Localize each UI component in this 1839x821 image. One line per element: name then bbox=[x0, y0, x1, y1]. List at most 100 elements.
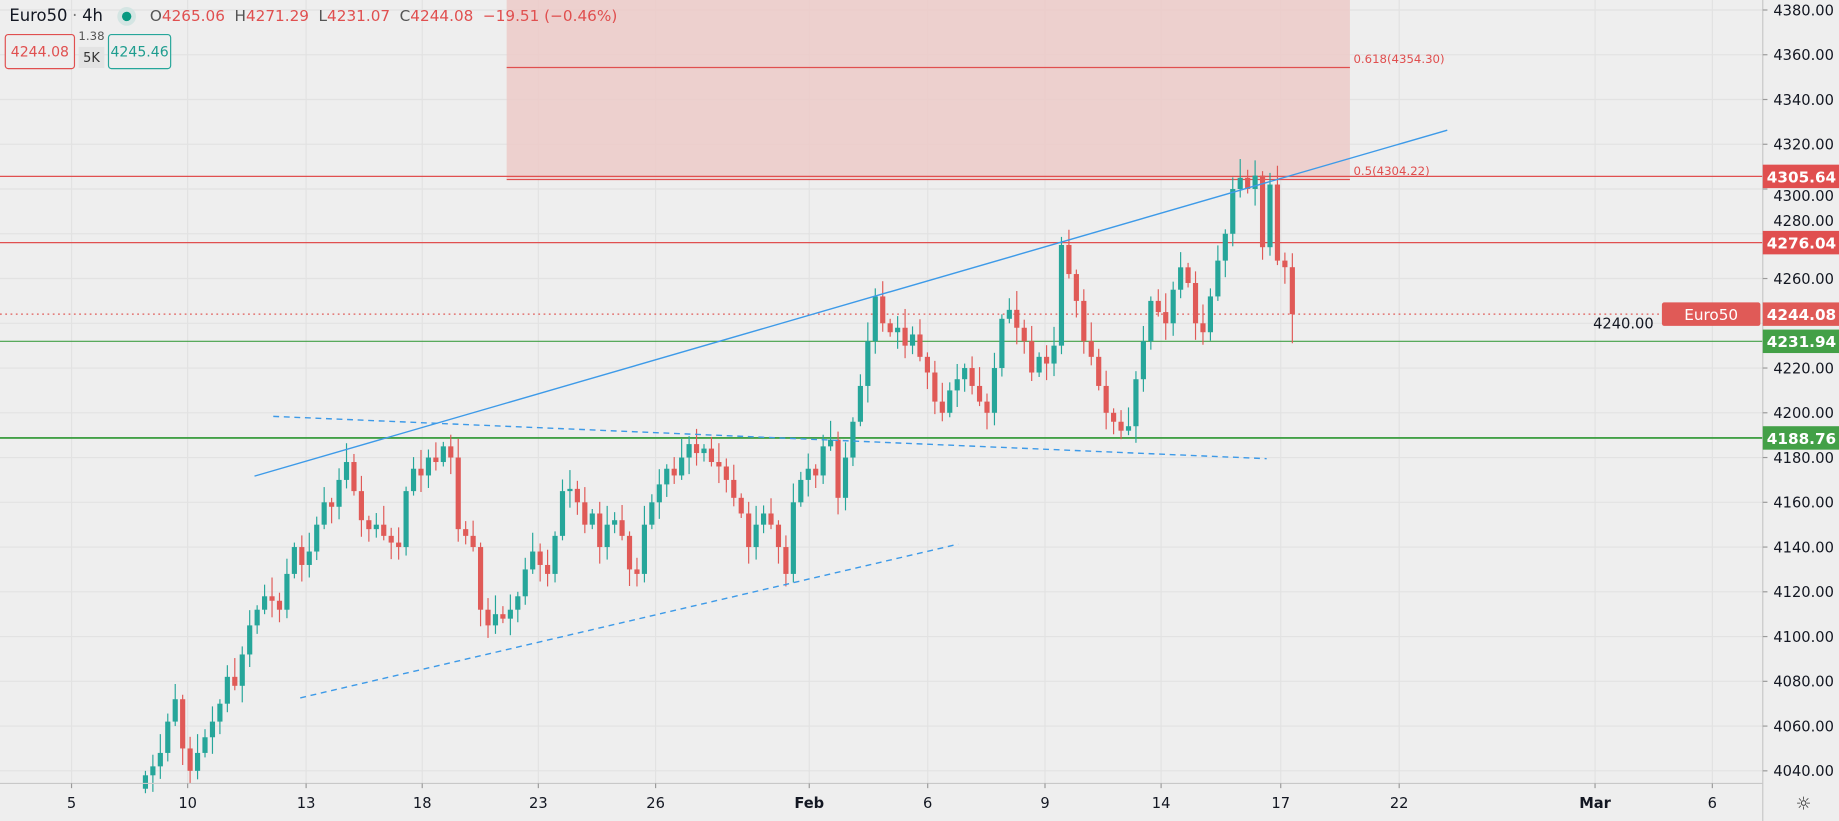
candle bbox=[1021, 319, 1027, 354]
sell-button[interactable]: 4244.08 bbox=[4, 34, 76, 70]
candle-body bbox=[448, 446, 454, 458]
candle bbox=[239, 646, 245, 703]
candle-body bbox=[1088, 341, 1094, 357]
candle-body bbox=[358, 491, 364, 521]
candle bbox=[775, 520, 782, 564]
candle bbox=[194, 734, 201, 780]
candle-body bbox=[187, 748, 193, 771]
level-price-label: 4188.76 bbox=[1767, 430, 1836, 448]
candle bbox=[686, 436, 692, 475]
candle bbox=[1289, 253, 1295, 344]
candle-body bbox=[626, 535, 633, 570]
candle bbox=[589, 509, 595, 530]
candle bbox=[671, 457, 677, 484]
candle bbox=[187, 736, 193, 784]
candle bbox=[373, 513, 379, 538]
candle bbox=[664, 464, 670, 497]
price-tick-label: 4060.00 bbox=[1773, 718, 1834, 735]
candle bbox=[180, 694, 186, 766]
candle-body bbox=[440, 446, 446, 463]
candle-body bbox=[760, 513, 767, 525]
candle bbox=[701, 444, 707, 462]
candle bbox=[507, 594, 513, 636]
candle-body bbox=[813, 468, 819, 476]
candle-body bbox=[671, 468, 677, 476]
candle-body bbox=[150, 766, 156, 776]
interval-label[interactable]: 4h bbox=[82, 7, 103, 26]
spread-value: 1.38 bbox=[78, 30, 105, 44]
candle bbox=[433, 442, 439, 471]
candle bbox=[1259, 171, 1266, 260]
candle bbox=[820, 434, 826, 484]
time-tick-label: 26 bbox=[646, 795, 665, 812]
legend-header: Euro50 · 4h O4265.06 H4271.29 L4231.07 C… bbox=[9, 7, 622, 26]
symbol-name[interactable]: Euro50 bbox=[9, 7, 68, 26]
candle-body bbox=[731, 479, 737, 498]
candle-body bbox=[582, 502, 588, 525]
candle-body bbox=[1058, 244, 1065, 346]
price-tick-label: 4220.00 bbox=[1773, 360, 1834, 377]
volume-button[interactable]: 5K bbox=[78, 46, 105, 69]
level-price-label: 4276.04 bbox=[1767, 234, 1836, 252]
candle-body bbox=[1111, 412, 1117, 422]
candle-body bbox=[522, 569, 528, 597]
candle bbox=[1274, 165, 1281, 266]
candle-body bbox=[649, 502, 655, 525]
candle-body bbox=[1118, 421, 1124, 431]
candle-body bbox=[1125, 426, 1132, 431]
candle bbox=[962, 363, 968, 392]
candle bbox=[224, 665, 230, 713]
candle-body bbox=[775, 524, 782, 548]
candle bbox=[1230, 177, 1236, 247]
candle bbox=[209, 706, 216, 754]
candle-body bbox=[276, 600, 283, 610]
candle-body bbox=[492, 614, 499, 626]
level-price-label-bg bbox=[1762, 230, 1839, 255]
time-tick-label: 6 bbox=[923, 795, 932, 812]
candle bbox=[142, 770, 149, 794]
candle bbox=[917, 319, 923, 362]
candle bbox=[351, 453, 357, 496]
time-tick-label: 14 bbox=[1152, 795, 1171, 812]
price-tick-label: 4240.00 bbox=[1593, 316, 1654, 333]
separator: · bbox=[72, 7, 78, 26]
candle bbox=[567, 470, 573, 508]
candle bbox=[1096, 348, 1102, 391]
candle bbox=[522, 557, 528, 605]
candle-body bbox=[686, 444, 692, 458]
price-tick-label: 4040.00 bbox=[1773, 763, 1834, 780]
time-tick-label: 13 bbox=[297, 795, 316, 812]
candle bbox=[1200, 304, 1206, 345]
candle bbox=[1006, 298, 1012, 324]
candle-body bbox=[1133, 379, 1139, 427]
candle bbox=[552, 531, 558, 583]
gear-icon[interactable]: ☼ bbox=[1795, 792, 1812, 814]
candle bbox=[157, 734, 163, 779]
candle-body bbox=[746, 513, 752, 548]
fib-zone bbox=[506, 0, 1350, 180]
candle-body bbox=[753, 524, 759, 548]
candle-body bbox=[567, 488, 573, 492]
price-tick-label: 4340.00 bbox=[1773, 92, 1834, 109]
candle-body bbox=[232, 676, 238, 686]
candle-body bbox=[500, 614, 506, 619]
candle-body bbox=[425, 457, 432, 476]
candle bbox=[597, 501, 603, 564]
candle bbox=[1043, 345, 1050, 381]
candle-body bbox=[798, 479, 804, 503]
candle-body bbox=[410, 468, 417, 492]
candle bbox=[768, 498, 774, 530]
candle-body bbox=[1148, 300, 1154, 342]
candle-body bbox=[545, 564, 551, 574]
candle bbox=[932, 360, 938, 415]
candle-body bbox=[693, 444, 700, 454]
candle bbox=[1282, 252, 1288, 284]
candle bbox=[321, 487, 327, 530]
candle bbox=[1222, 229, 1228, 278]
candle bbox=[924, 352, 930, 390]
candle-body bbox=[1029, 341, 1035, 373]
price-tick-label: 4080.00 bbox=[1773, 674, 1834, 691]
buy-button[interactable]: 4245.46 bbox=[107, 34, 172, 70]
